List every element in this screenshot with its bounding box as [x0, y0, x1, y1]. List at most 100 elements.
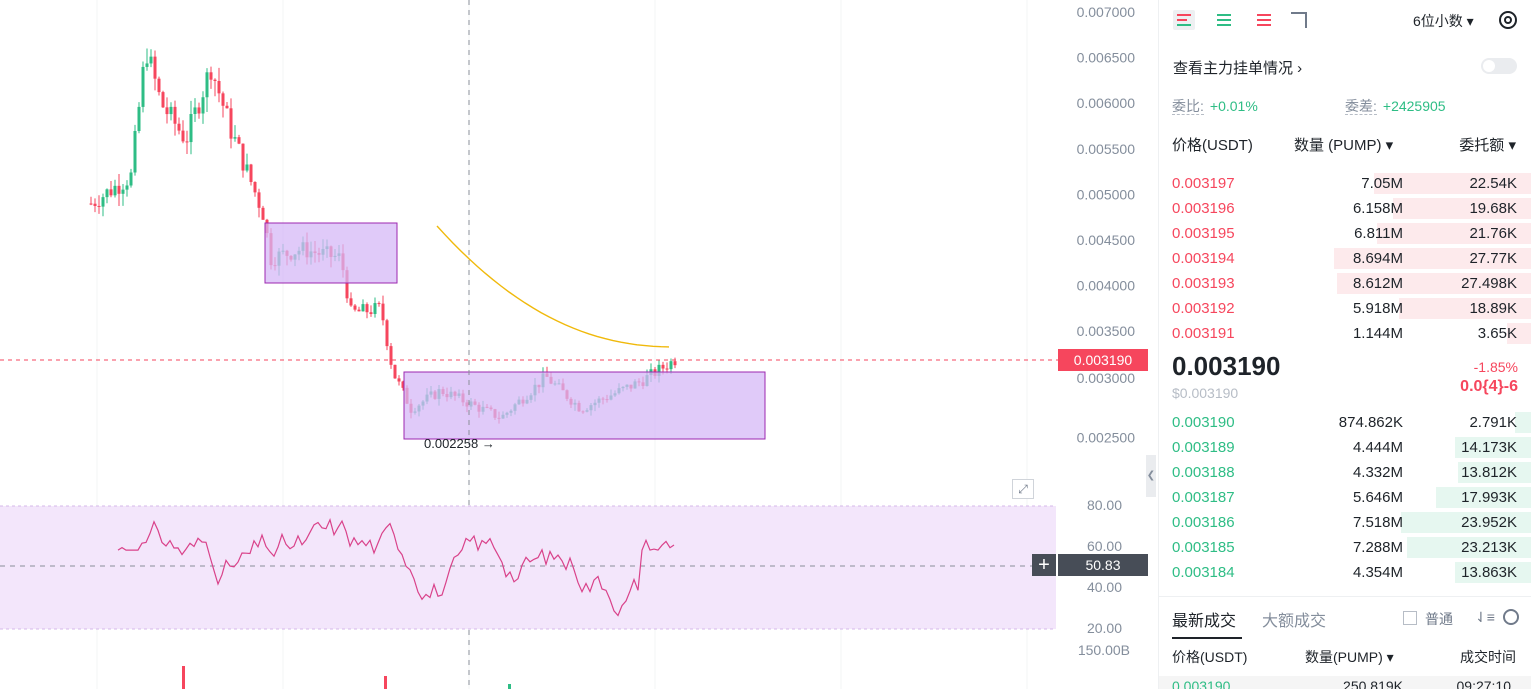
ask-row[interactable]: 0.003196 6.158M 19.68K	[1159, 196, 1531, 221]
row-total: 18.89K	[1469, 300, 1517, 317]
bids-only-view-icon[interactable]	[1213, 10, 1235, 30]
trades-tabs: 最新成交 大额成交 普通 ⇃≡	[1159, 596, 1531, 640]
main-orders-toggle[interactable]	[1481, 58, 1517, 74]
rsi-axis-label: 60.00	[1087, 538, 1122, 554]
bid-row[interactable]: 0.003188 4.332M 13.812K	[1159, 460, 1531, 485]
depth-bar	[1337, 273, 1531, 294]
low-price-marker: 0.002258 →	[424, 436, 495, 451]
range-box	[264, 222, 398, 284]
row-price: 0.003193	[1172, 275, 1235, 292]
main-orders-link[interactable]: 查看主力挂单情况 ›	[1173, 60, 1303, 77]
candle-body	[221, 93, 225, 106]
row-qty: 6.158M	[1352, 200, 1403, 217]
row-price: 0.003189	[1172, 439, 1235, 456]
candle-body	[105, 189, 109, 198]
row-qty: 8.694M	[1352, 250, 1403, 267]
panel-collapse-icon[interactable]: ❮	[1146, 455, 1156, 497]
candle-body	[245, 164, 249, 171]
qty-column-header[interactable]: 数量 (PUMP) ▾	[1294, 137, 1394, 154]
ask-row[interactable]: 0.003195 6.811M 21.76K	[1159, 221, 1531, 246]
candle-body	[669, 361, 673, 370]
kline-chart[interactable]: 0.007000 0.006500 0.006000 0.005500 0.005000…	[0, 0, 1156, 689]
depth-bar	[1458, 462, 1531, 483]
gear-icon[interactable]	[1499, 11, 1517, 29]
candle-body	[241, 143, 245, 171]
add-indicator-button[interactable]: +	[1032, 554, 1056, 576]
candle-body	[129, 172, 133, 186]
rsi-axis-label: 40.00	[1087, 579, 1122, 595]
candle-body	[165, 107, 169, 115]
row-total: 14.173K	[1461, 439, 1517, 456]
candle-body	[181, 130, 185, 142]
row-total: 13.812K	[1461, 464, 1517, 481]
ask-row[interactable]: 0.003193 8.612M 27.498K	[1159, 271, 1531, 296]
price-axis-label: 0.004000	[1077, 278, 1136, 294]
row-price: 0.003195	[1172, 225, 1235, 242]
candle-body	[145, 63, 149, 67]
candle-body	[353, 305, 357, 310]
bid-row[interactable]: 0.003185 7.288M 23.213K	[1159, 535, 1531, 560]
chart-canvas[interactable]: 0.007000 0.006500 0.006000 0.005500 0.005000…	[0, 0, 1148, 689]
price-axis-label: 0.003500	[1077, 323, 1136, 339]
candle-body	[109, 189, 113, 196]
bid-row[interactable]: 0.003187 5.646M 17.993K	[1159, 485, 1531, 510]
row-price: 0.003188	[1172, 464, 1235, 481]
price-axis-label: 0.005000	[1077, 186, 1136, 202]
candle-body	[217, 81, 221, 94]
candle-body	[229, 108, 233, 139]
trade-row: 0.003190 250.819K 09:27:10	[1159, 676, 1531, 689]
row-total: 19.68K	[1469, 200, 1517, 217]
candle-body	[121, 189, 125, 194]
last-price-usd: $0.003190	[1172, 385, 1239, 401]
trade-qty-header[interactable]: 数量(PUMP) ▾	[1305, 649, 1394, 665]
candle-body	[197, 107, 201, 114]
candle-body	[257, 192, 261, 208]
candle-body	[193, 107, 197, 115]
row-total: 21.76K	[1469, 225, 1517, 242]
candle-body	[201, 97, 205, 114]
depth-bar	[1407, 537, 1531, 558]
depth-bar	[1374, 173, 1531, 194]
ask-row[interactable]: 0.003192 5.918M 18.89K	[1159, 296, 1531, 321]
candle-body	[389, 346, 393, 365]
candle-body	[113, 185, 117, 196]
row-qty: 4.354M	[1352, 564, 1403, 581]
ask-row[interactable]: 0.003191 1.144M 3.65K	[1159, 321, 1531, 346]
candle-body	[169, 106, 173, 115]
settings-icon[interactable]	[1503, 609, 1519, 625]
candle-body	[209, 72, 213, 80]
both-sides-view-icon[interactable]	[1173, 10, 1195, 30]
bid-row[interactable]: 0.003186 7.518M 23.952K	[1159, 510, 1531, 535]
row-qty: 1.144M	[1352, 325, 1403, 342]
row-qty: 7.05M	[1361, 175, 1403, 192]
total-column-header[interactable]: 委托额 ▾	[1459, 137, 1516, 154]
candle-body	[137, 106, 141, 132]
bid-row[interactable]: 0.003190 874.862K 2.791K	[1159, 410, 1531, 435]
row-total: 22.54K	[1469, 175, 1517, 192]
current-price-tag: 0.003190	[1058, 349, 1148, 371]
popout-icon[interactable]	[1291, 12, 1307, 28]
price-axis-label: 0.002500	[1077, 429, 1136, 445]
bid-row[interactable]: 0.003189 4.444M 14.173K	[1159, 435, 1531, 460]
candle-body	[657, 364, 661, 376]
row-total: 27.498K	[1461, 275, 1517, 292]
row-price: 0.003186	[1172, 514, 1235, 531]
row-price: 0.003190	[1172, 414, 1235, 431]
asks-only-view-icon[interactable]	[1253, 10, 1275, 30]
candle-body	[661, 364, 665, 369]
sort-icon[interactable]: ⇃≡	[1475, 609, 1495, 625]
row-qty: 5.918M	[1352, 300, 1403, 317]
tab-large-trades[interactable]: 大额成交	[1262, 613, 1327, 630]
expand-icon[interactable]: ⤢	[1012, 479, 1034, 499]
row-qty: 4.444M	[1352, 439, 1403, 456]
depth-bar	[1393, 198, 1531, 219]
ask-row[interactable]: 0.003194 8.694M 27.77K	[1159, 246, 1531, 271]
row-qty: 7.518M	[1352, 514, 1403, 531]
normal-filter-checkbox[interactable]	[1403, 611, 1417, 625]
bid-row[interactable]: 0.003184 4.354M 13.863K	[1159, 560, 1531, 585]
tab-latest-trades[interactable]: 最新成交	[1172, 613, 1237, 630]
candle-body	[89, 203, 93, 205]
decimal-select[interactable]: 6位小数 ▾	[1413, 13, 1474, 29]
ask-row[interactable]: 0.003197 7.05M 22.54K	[1159, 171, 1531, 196]
depth-bar	[1334, 248, 1531, 269]
